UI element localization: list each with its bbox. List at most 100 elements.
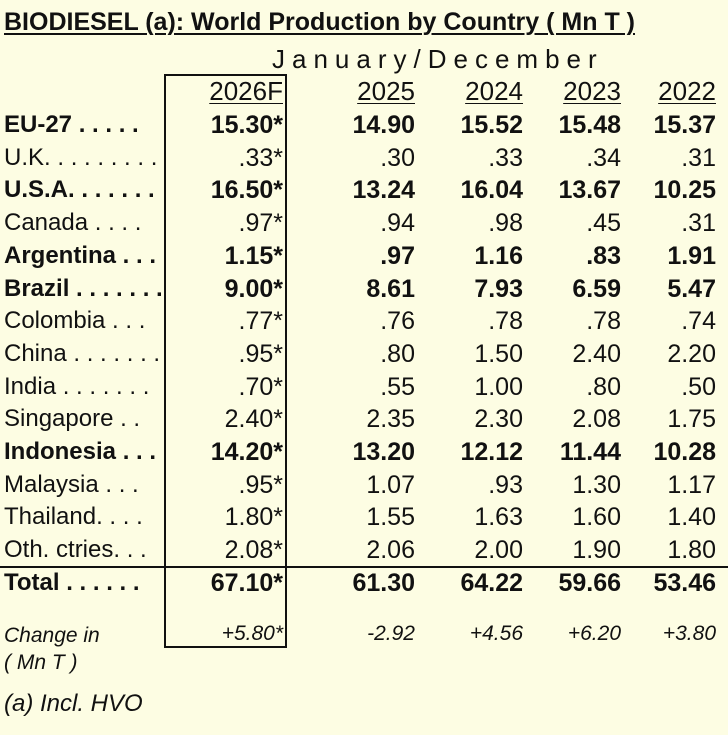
cell-value: 16.04 (460, 176, 523, 205)
page-title: BIODIESEL (a): World Production by Count… (4, 8, 635, 36)
change-value: +6.20 (567, 622, 621, 645)
cell-value: 1.91 (667, 241, 716, 270)
cell-value: 11.44 (559, 438, 621, 466)
country-label: Indonesia . . . (4, 438, 157, 465)
cell-value: 1.80 (667, 536, 716, 565)
total-value: 61.30 (352, 569, 415, 597)
table-row: Canada . . . . .97* .94 .98 .45 .31 (0, 209, 728, 242)
table-row: Colombia . . . .77* .76 .78 .78 .74 (0, 307, 728, 340)
cell-value: 5.47 (667, 274, 716, 303)
cell-value: .95* (238, 470, 283, 499)
cell-value: .55 (380, 372, 415, 401)
cell-value: 10.28 (653, 438, 716, 466)
cell-value: 16.50* (210, 176, 283, 205)
country-label: Malaysia . . . (4, 470, 139, 498)
cell-value: 1.15* (224, 241, 283, 270)
cell-value: .74 (681, 307, 716, 336)
country-label: EU-27 . . . . . (4, 111, 139, 138)
table-row: Indonesia . . . 14.20* 13.20 12.12 11.44 10.2… (0, 438, 728, 471)
cell-value: 1.75 (667, 405, 716, 434)
cell-value: .34 (586, 143, 621, 172)
cell-value: 2.00 (474, 536, 523, 565)
country-label: U.S.A. . . . . . . (4, 176, 155, 204)
total-value: 64.22 (460, 569, 523, 597)
country-label: India . . . . . . . (4, 372, 150, 400)
table-row: India . . . . . . . .70* .55 1.00 .80 .50 (0, 373, 728, 406)
country-label: China . . . . . . . (4, 339, 161, 367)
cell-value: .50 (681, 372, 716, 401)
cell-value: .33 (488, 143, 523, 172)
cell-value: .95* (238, 339, 283, 368)
table-row: Argentina . . . 1.15* .97 1.16 .83 1.91 (0, 242, 728, 275)
country-label: Canada . . . . (4, 209, 142, 237)
cell-value: 1.63 (474, 503, 523, 532)
cell-value: 14.20* (210, 438, 283, 466)
cell-value: 2.40* (224, 405, 283, 434)
cell-value: 2.08 (572, 405, 621, 434)
year-header-2022: 2022 (658, 76, 716, 106)
country-label: Brazil . . . . . . . (4, 274, 163, 302)
cell-value: .30 (380, 143, 415, 172)
total-value: 67.10* (210, 569, 283, 597)
total-row: Total . . . . . . 67.10* 61.30 64.22 59.… (0, 569, 728, 602)
cell-value: 1.90 (572, 536, 621, 565)
cell-value: 1.16 (474, 241, 523, 270)
cell-value: 15.52 (460, 111, 523, 139)
cell-value: .80 (586, 372, 621, 401)
total-divider (0, 566, 728, 568)
country-label: Colombia . . . (4, 307, 146, 335)
table-row: U.K. . . . . . . . . .33* .30 .33 .34 .31 (0, 144, 728, 177)
cell-value: .76 (380, 307, 415, 336)
total-label: Total . . . . . . (4, 569, 140, 596)
cell-value: 13.67 (558, 176, 621, 205)
cell-value: 8.61 (366, 274, 415, 303)
cell-value: 1.00 (474, 372, 523, 401)
cell-value: .77* (238, 307, 283, 336)
cell-value: .94 (380, 209, 415, 238)
cell-value: 15.37 (653, 111, 716, 139)
year-header-2024: 2024 (465, 76, 523, 106)
cell-value: .98 (488, 209, 523, 238)
table-row: U.S.A. . . . . . . 16.50* 13.24 16.04 13.67 1… (0, 176, 728, 209)
cell-value: 1.30 (572, 470, 621, 499)
cell-value: .83 (586, 241, 621, 270)
year-header-2023: 2023 (563, 76, 621, 106)
country-label: U.K. . . . . . . . . (4, 143, 158, 171)
year-header-2026f: 2026F (209, 76, 283, 106)
change-label: Change in ( Mn T ) (4, 624, 100, 674)
cell-value: 10.25 (653, 176, 716, 205)
cell-value: .31 (681, 209, 716, 238)
cell-value: .70* (238, 372, 283, 401)
cell-value: 14.90 (352, 111, 415, 139)
total-value: 53.46 (653, 569, 716, 597)
cell-value: 1.07 (366, 470, 415, 499)
change-value: +4.56 (469, 622, 523, 645)
change-value: +3.80 (662, 622, 716, 645)
cell-value: .78 (586, 307, 621, 336)
cell-value: 13.24 (352, 176, 415, 205)
cell-value: .93 (488, 470, 523, 499)
cell-value: .97* (238, 209, 283, 238)
country-label: Thailand. . . . (4, 503, 143, 531)
table-row: Singapore . . 2.40* 2.35 2.30 2.08 1.75 (0, 405, 728, 438)
cell-value: 2.40 (572, 339, 621, 368)
cell-value: 2.06 (366, 536, 415, 565)
period-label: January/December (272, 44, 604, 74)
cell-value: 13.20 (352, 438, 415, 466)
cell-value: 2.20 (667, 339, 716, 368)
cell-value: 1.50 (474, 339, 523, 368)
table-row: EU-27 . . . . . 15.30* 14.90 15.52 15.48 15.3… (0, 111, 728, 144)
cell-value: .97 (380, 241, 415, 270)
change-value: +5.80* (221, 622, 283, 645)
cell-value: 15.48 (558, 111, 621, 139)
country-label: Oth. ctries. . . (4, 536, 147, 564)
footnote: (a) Incl. HVO (4, 690, 143, 717)
country-label: Argentina . . . (4, 241, 157, 269)
cell-value: 1.17 (667, 470, 716, 499)
country-label: Singapore . . (4, 405, 141, 433)
cell-value: 2.30 (474, 405, 523, 434)
cell-value: 6.59 (572, 274, 621, 303)
table-row: Thailand. . . . 1.80* 1.55 1.63 1.60 1.40 (0, 503, 728, 536)
cell-value: 7.93 (474, 274, 523, 303)
change-row: +5.80* -2.92 +4.56 +6.20 +3.80 (0, 622, 728, 655)
